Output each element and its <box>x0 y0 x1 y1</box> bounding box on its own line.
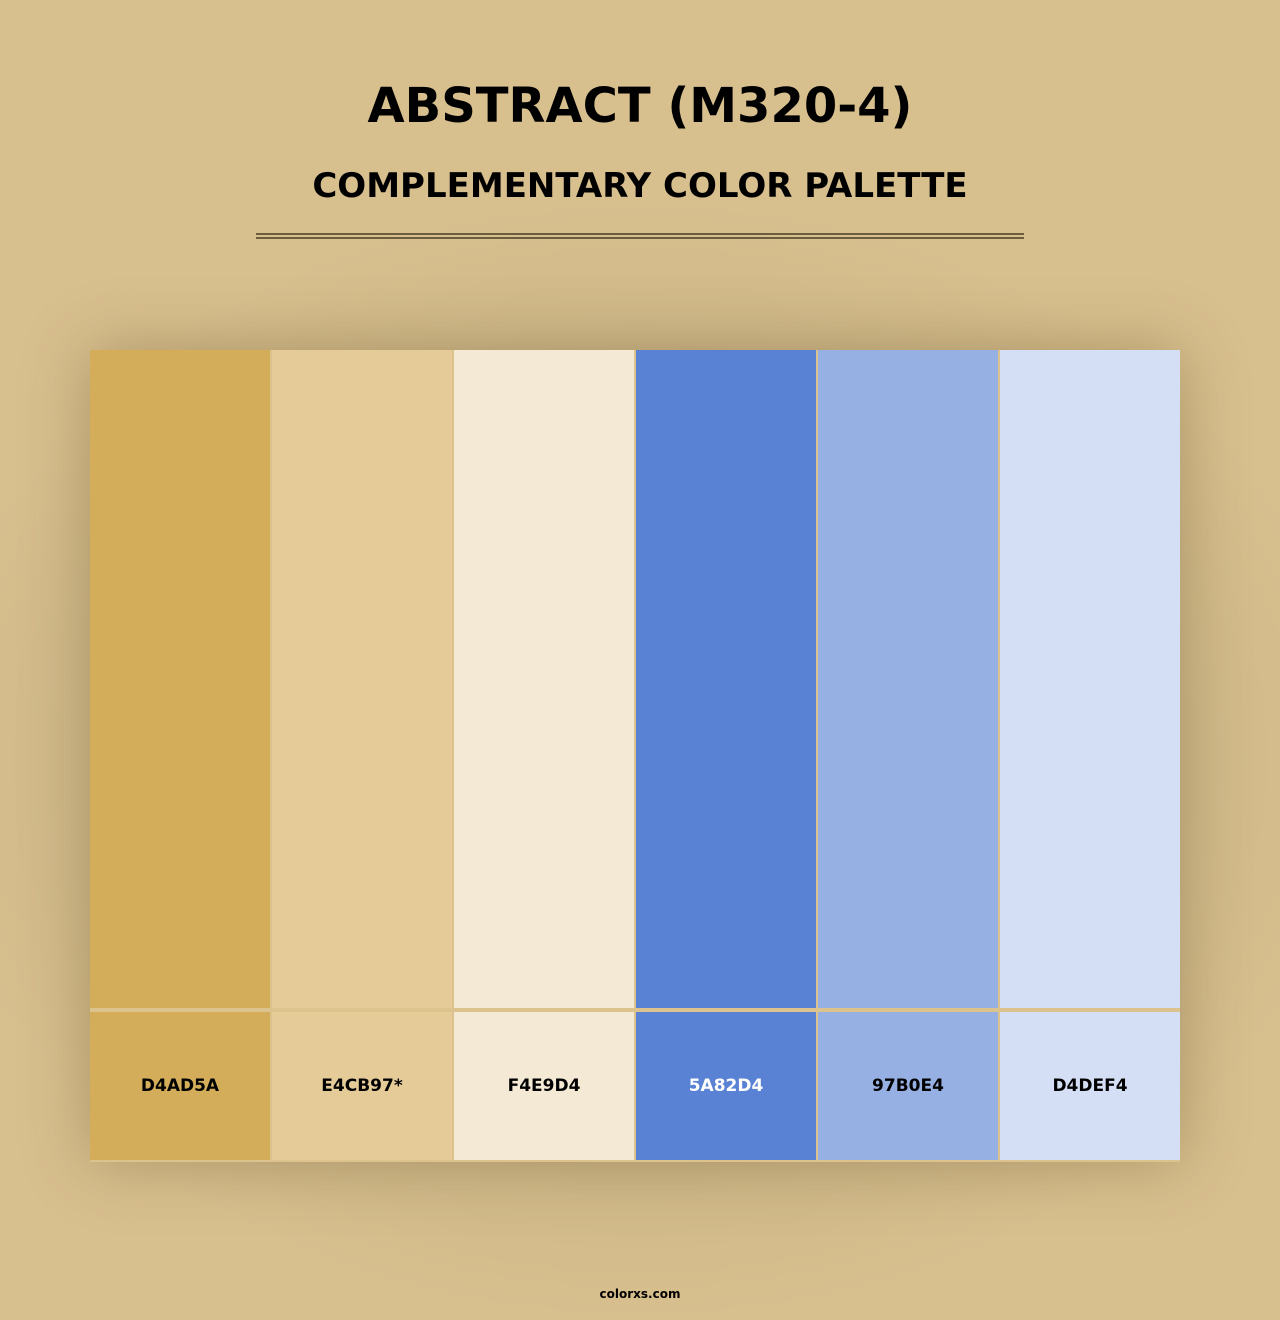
color-swatch[interactable] <box>636 350 816 1008</box>
palette-column: 5A82D4 <box>636 350 816 1162</box>
color-swatch[interactable] <box>1000 350 1180 1008</box>
color-hex-label[interactable]: E4CB97* <box>272 1012 452 1160</box>
page-subtitle: COMPLEMENTARY COLOR PALETTE <box>312 166 968 206</box>
color-hex-label[interactable]: 97B0E4 <box>818 1012 998 1160</box>
color-swatch[interactable] <box>454 350 634 1008</box>
palette-column: 97B0E4 <box>818 350 998 1162</box>
color-swatch[interactable] <box>818 350 998 1008</box>
color-swatch[interactable] <box>272 350 452 1008</box>
palette-column: D4AD5A <box>90 350 270 1162</box>
divider <box>256 233 1024 235</box>
color-hex-label[interactable]: F4E9D4 <box>454 1012 634 1160</box>
palette-column: E4CB97* <box>272 350 452 1162</box>
palette-column: F4E9D4 <box>454 350 634 1162</box>
color-swatch[interactable] <box>90 350 270 1008</box>
color-hex-label[interactable]: D4DEF4 <box>1000 1012 1180 1160</box>
color-hex-label[interactable]: 5A82D4 <box>636 1012 816 1160</box>
divider <box>256 237 1024 239</box>
footer-site-link[interactable]: colorxs.com <box>599 1287 681 1301</box>
color-palette: D4AD5A E4CB97* F4E9D4 5A82D4 97B0E4 D4DE… <box>90 350 1180 1162</box>
palette-column: D4DEF4 <box>1000 350 1180 1162</box>
color-hex-label[interactable]: D4AD5A <box>90 1012 270 1160</box>
page-title: ABSTRACT (M320-4) <box>367 78 913 134</box>
